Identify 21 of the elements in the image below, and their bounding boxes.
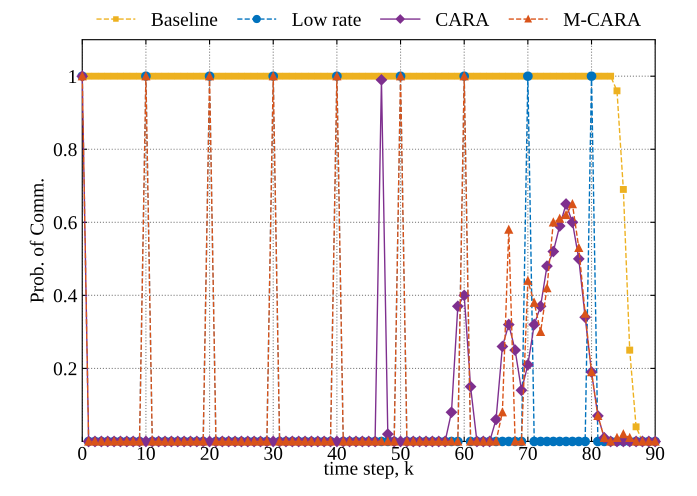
y-tick-label: 0.4 bbox=[54, 289, 78, 302]
legend-label: CARA bbox=[436, 12, 490, 26]
x-tick-label: 70 bbox=[519, 446, 537, 460]
y-tick-label: 0.6 bbox=[54, 216, 77, 230]
x-tick-label: 90 bbox=[646, 446, 664, 460]
x-tick-label: 0 bbox=[78, 446, 86, 460]
x-tick-label: 30 bbox=[264, 446, 282, 460]
x-tick-label: 50 bbox=[392, 446, 410, 460]
x-tick-label: 60 bbox=[455, 446, 474, 460]
x-tick-label: 10 bbox=[138, 446, 155, 460]
x-tick-label: 20 bbox=[200, 446, 219, 460]
x-tick-label: 40 bbox=[328, 446, 346, 460]
x-tick-label: 80 bbox=[582, 446, 600, 460]
y-axis-title: Prob. of Comm. bbox=[30, 179, 44, 303]
legend-label: Low rate bbox=[292, 13, 361, 26]
y-tick-label: 0.2 bbox=[54, 362, 76, 376]
y-tick-label: 1 bbox=[69, 70, 76, 83]
legend-label: M-CARA bbox=[564, 12, 641, 26]
y-tick-label: 0.8 bbox=[54, 143, 77, 156]
legend-label: Baseline bbox=[151, 12, 218, 26]
x-axis-title: time step, k bbox=[324, 461, 414, 479]
